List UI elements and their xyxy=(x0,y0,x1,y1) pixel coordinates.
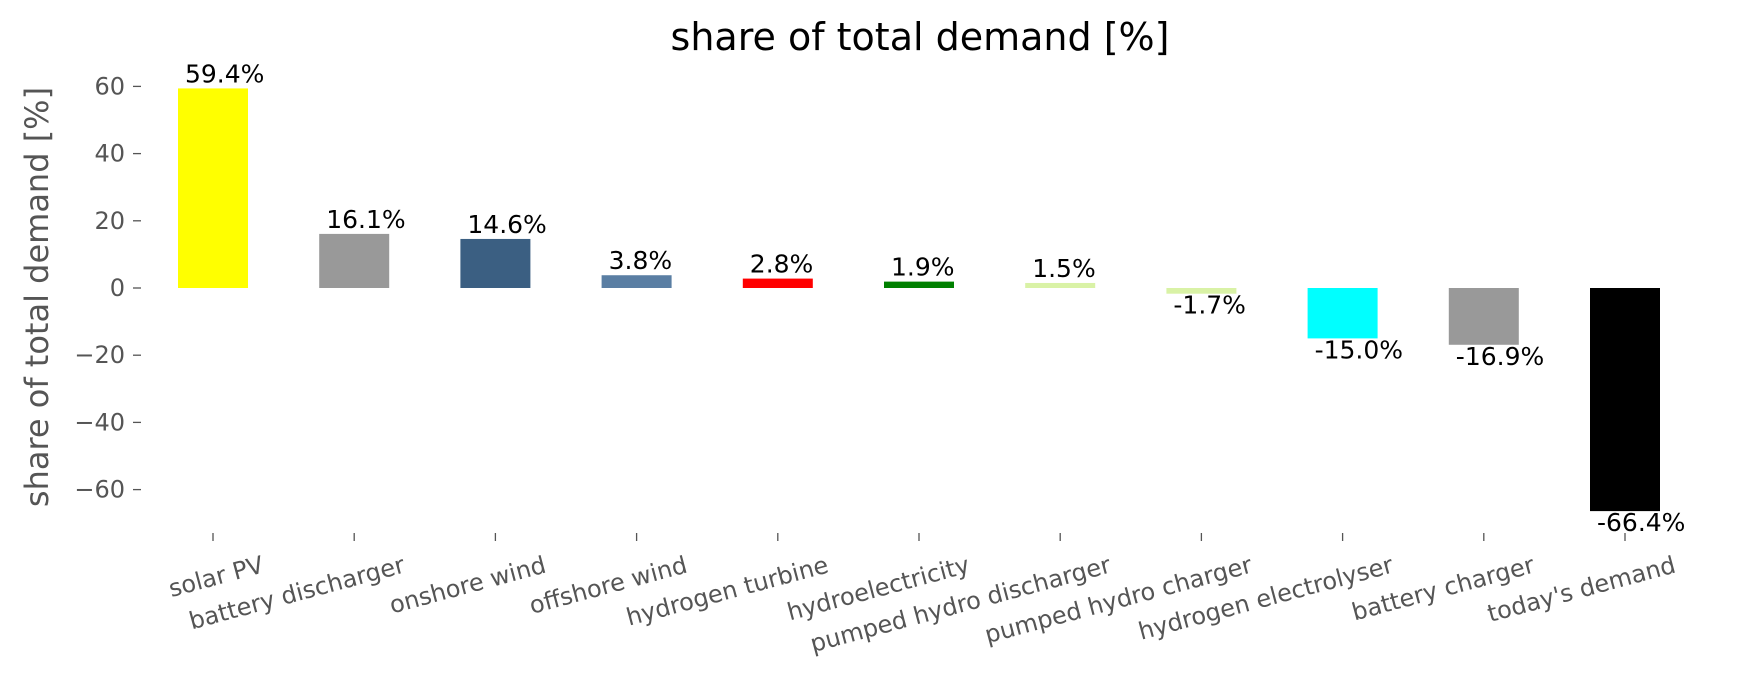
y-tick-label: −20 xyxy=(74,341,125,369)
bar-offshore-wind xyxy=(601,275,672,288)
bar-onshore-wind xyxy=(460,238,531,288)
bar-pumped-hydro-charger xyxy=(1166,288,1237,294)
chart-title: share of total demand [%] xyxy=(671,15,1170,59)
data-label: -66.4% xyxy=(1597,508,1685,537)
data-label: -16.9% xyxy=(1456,342,1544,371)
bar-battery-discharger xyxy=(319,233,390,288)
bar-battery-charger xyxy=(1448,288,1519,345)
y-tick-label: −40 xyxy=(74,408,125,436)
data-label: 3.8% xyxy=(609,246,673,275)
y-tick-label: 40 xyxy=(94,140,125,168)
data-label: 2.8% xyxy=(750,250,814,279)
y-tick-label: 60 xyxy=(94,72,125,100)
y-axis-label: share of total demand [%] xyxy=(18,87,56,507)
data-label: 1.5% xyxy=(1032,254,1096,283)
y-tick-label: −60 xyxy=(74,476,125,504)
data-label: 1.9% xyxy=(891,253,955,282)
y-axis: −60 −40 −20 0 20 40 60 xyxy=(74,72,141,504)
data-label: 14.6% xyxy=(467,210,546,239)
bar-today-s-demand xyxy=(1590,288,1660,512)
x-tick-label: onshore wind xyxy=(386,551,549,620)
bar-solar-pv xyxy=(178,88,248,288)
data-label: -1.7% xyxy=(1173,291,1246,320)
data-label: -15.0% xyxy=(1315,335,1403,364)
bar-pumped-hydro-discharger xyxy=(1025,282,1096,288)
y-tick-label: 20 xyxy=(94,207,125,235)
data-label: 16.1% xyxy=(326,205,405,234)
bar-hydroelectricity xyxy=(884,281,954,288)
bar-hydrogen-turbine xyxy=(742,278,813,288)
data-label: 59.4% xyxy=(185,59,264,88)
bar-hydrogen-electrolyser xyxy=(1307,288,1378,339)
y-tick-label: 0 xyxy=(110,274,125,302)
data-labels: 59.4% 16.1% 14.6% 3.8% 2.8% 1.9% 1.5% -1.7% -15.… xyxy=(185,59,1685,537)
bars xyxy=(178,88,1660,512)
